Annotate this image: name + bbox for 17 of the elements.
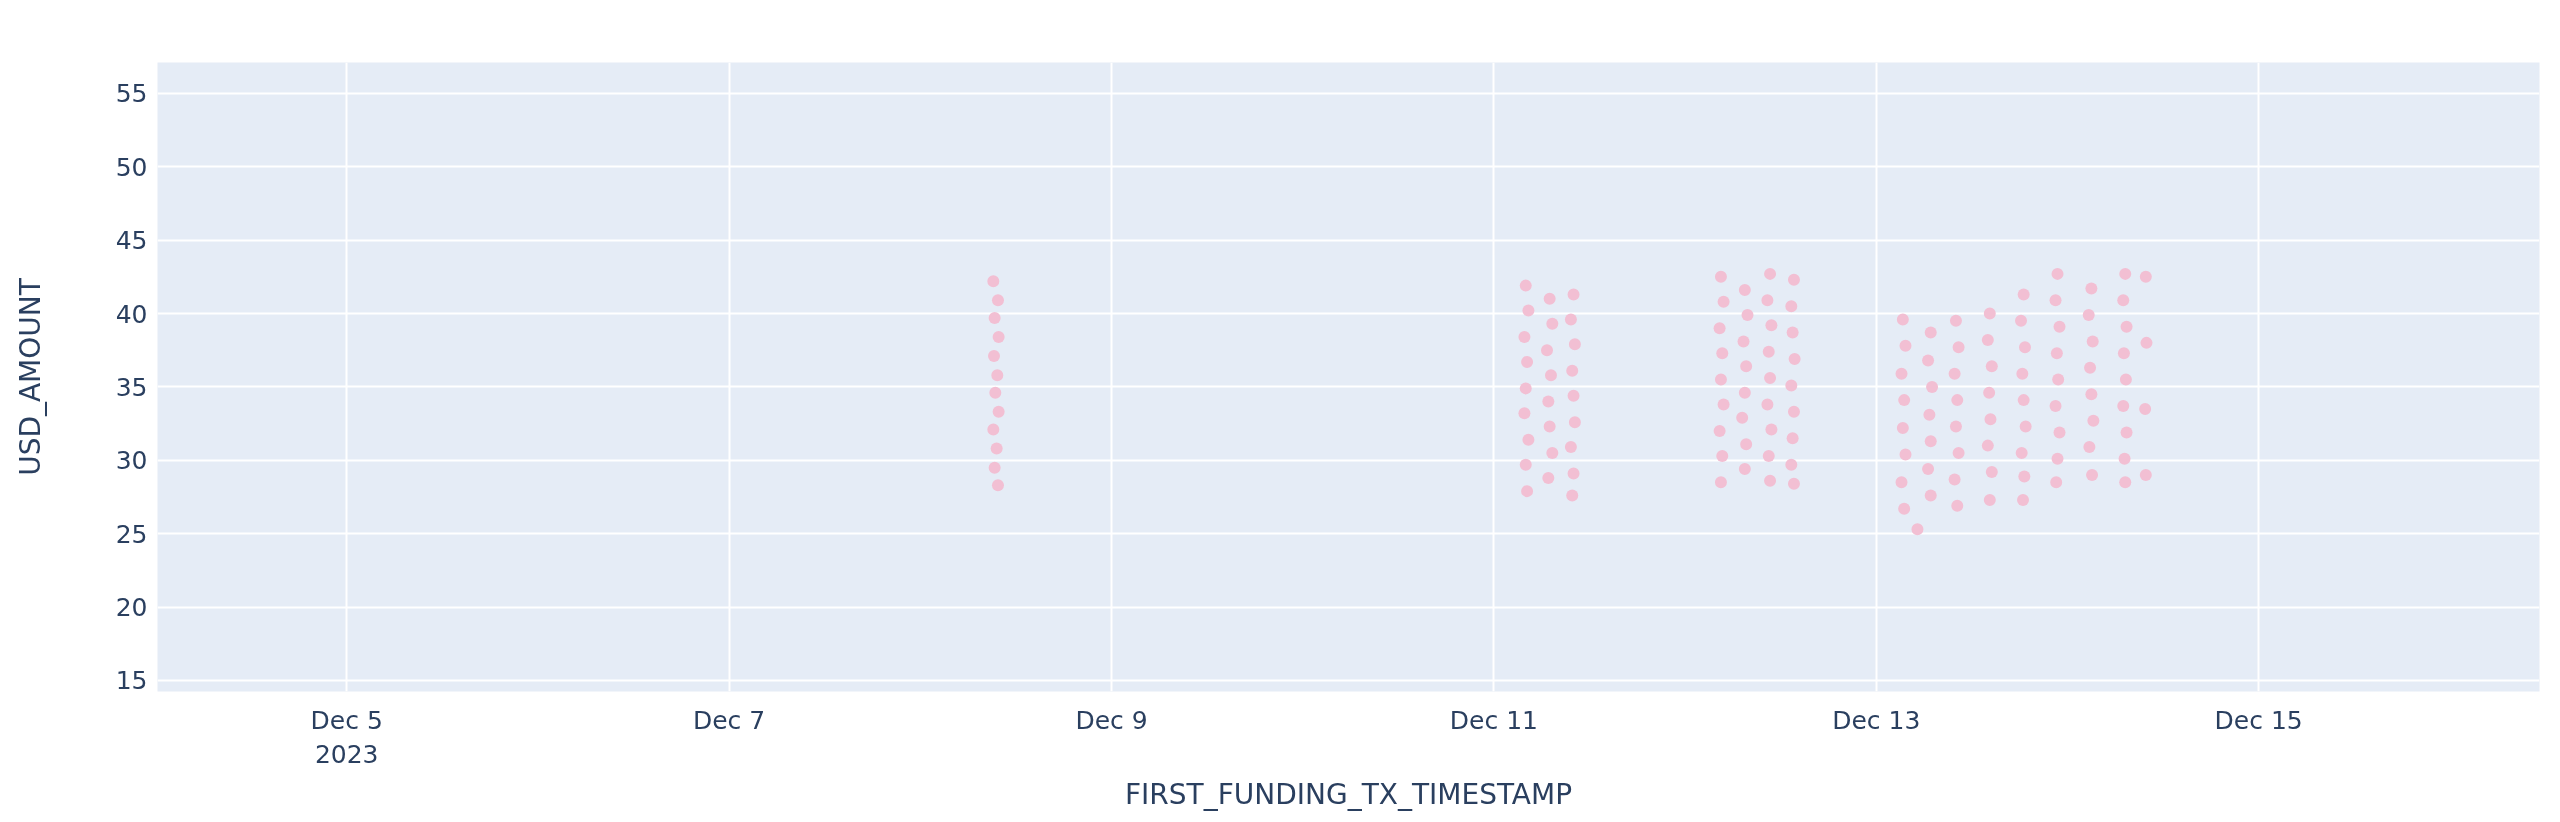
- x-tick-label: Dec 5 2023: [310, 705, 383, 770]
- y-tick-label: 45: [115, 226, 148, 256]
- y-axis-title: USD_AMOUNT: [13, 277, 47, 476]
- y-tick-label: 30: [115, 446, 148, 476]
- x-tick-label: Dec 11: [1449, 705, 1538, 735]
- x-tick-label: Dec 9: [1075, 705, 1148, 735]
- y-tick-label: 50: [115, 152, 148, 182]
- y-tick-label: 35: [115, 372, 148, 402]
- y-tick-label: 15: [115, 666, 148, 696]
- x-tick-label: Dec 7: [692, 705, 766, 735]
- y-tick-label: 20: [115, 593, 148, 623]
- y-tick-label: 40: [115, 299, 148, 329]
- y-tick-label: 55: [115, 79, 148, 109]
- x-tick-label: Dec 15: [2214, 705, 2303, 735]
- x-axis-title: FIRST_FUNDING_TX_TIMESTAMP: [1124, 778, 1573, 812]
- x-tick-label: Dec 13: [1832, 705, 1921, 735]
- y-tick-label: 25: [115, 519, 148, 549]
